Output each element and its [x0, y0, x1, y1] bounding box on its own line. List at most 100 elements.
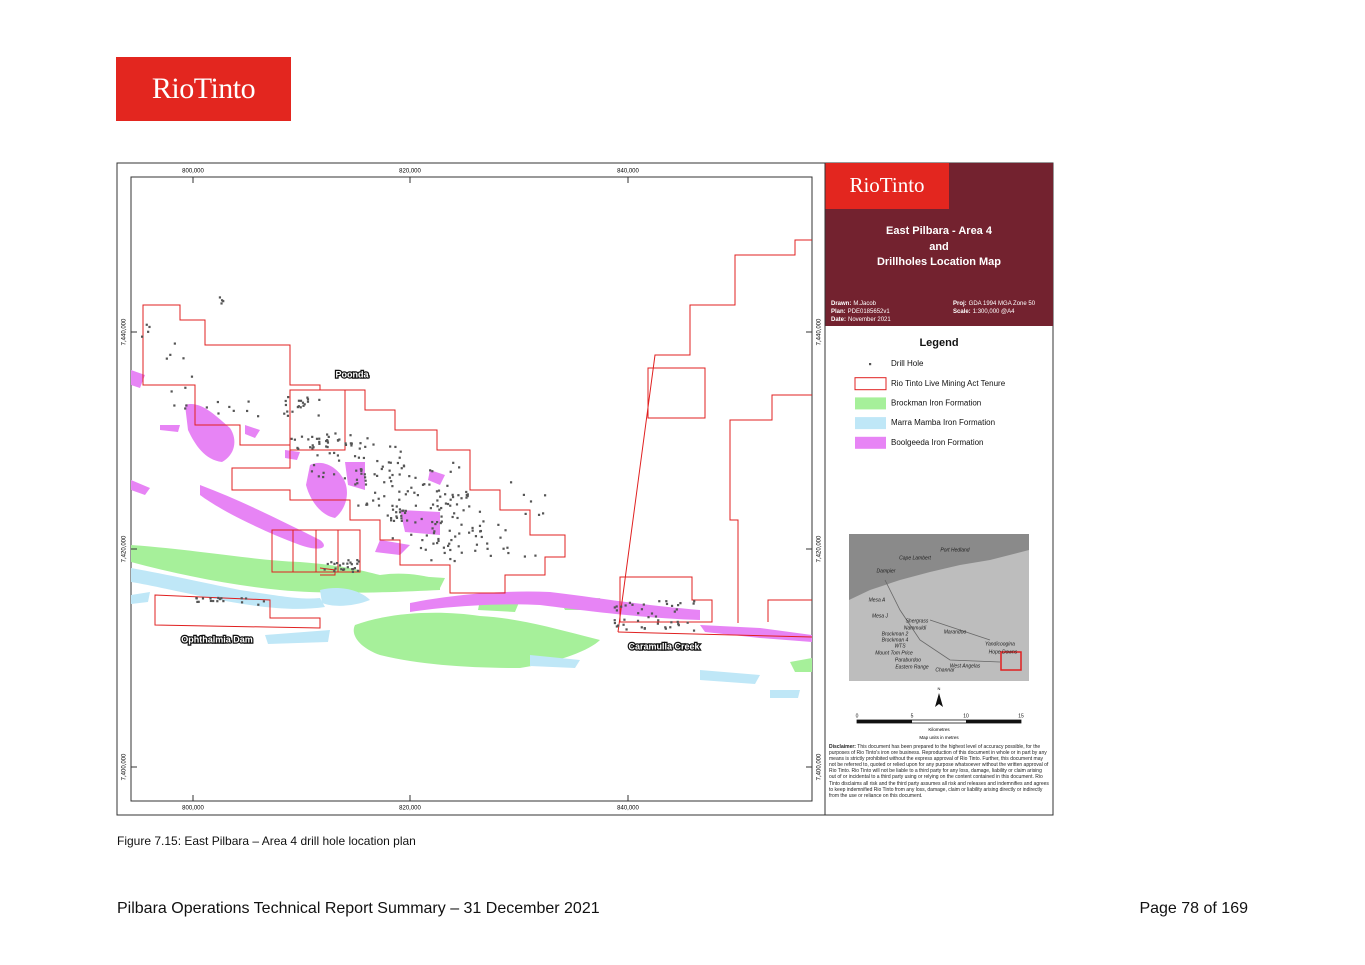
drill-hole: [317, 475, 320, 478]
drill-hole: [506, 546, 509, 549]
drill-hole: [184, 386, 187, 389]
drill-hole: [509, 481, 513, 484]
inset-label: Yandicoogina: [985, 641, 1015, 647]
drill-hole: [398, 473, 401, 476]
drill-hole: [449, 557, 452, 561]
drill-hole: [400, 514, 403, 517]
drill-hole: [257, 415, 260, 418]
drill-hole: [471, 529, 474, 532]
drill-hole: [354, 483, 357, 486]
drill-hole: [356, 562, 359, 565]
map: Poonda Ophthalmia Dam Caramulla Creek 800,…: [122, 169, 823, 812]
drill-hole: [169, 353, 172, 356]
drill-hole: [284, 403, 288, 407]
drill-hole: [286, 410, 289, 413]
drill-hole: [232, 409, 235, 412]
drill-hole: [482, 520, 485, 523]
north-arrow: [935, 693, 943, 707]
x-coord-label: 840,000: [617, 169, 639, 175]
drill-hole: [338, 438, 341, 441]
drill-hole: [360, 469, 363, 472]
drill-hole: [625, 628, 628, 631]
drill-hole: [507, 551, 510, 555]
drill-hole: [336, 454, 339, 457]
drill-hole: [613, 619, 616, 622]
drill-hole: [440, 506, 443, 510]
drill-hole: [679, 602, 682, 605]
drill-hole: [220, 597, 223, 600]
drill-hole: [460, 497, 463, 500]
drill-hole: [380, 467, 383, 471]
drill-hole: [366, 437, 369, 440]
inset-label: Shergrass: [906, 618, 929, 624]
drill-hole: [318, 437, 321, 440]
drill-hole: [424, 548, 427, 551]
drill-hole: [201, 597, 205, 600]
drill-hole: [197, 600, 200, 603]
drill-hole: [675, 608, 678, 611]
drill-hole: [297, 399, 301, 402]
drill-hole: [218, 598, 222, 601]
drill-hole: [457, 545, 460, 548]
drill-hole: [446, 502, 450, 506]
drill-hole: [363, 473, 366, 476]
panel-title: East Pilbara - Area 4: [886, 225, 993, 237]
drill-hole: [306, 398, 310, 401]
info-value: November 2021: [848, 317, 891, 323]
drill-hole: [342, 562, 345, 565]
drill-hole: [290, 437, 293, 440]
drill-hole: [309, 446, 312, 449]
drill-hole: [399, 450, 402, 453]
drill-hole: [499, 536, 502, 539]
drill-hole: [296, 406, 299, 409]
drill-hole: [338, 564, 342, 567]
drill-hole: [398, 456, 401, 459]
drill-hole: [182, 357, 185, 360]
drill-hole: [664, 626, 667, 629]
drill-hole: [212, 599, 215, 603]
drill-hole: [403, 511, 407, 515]
drill-hole: [431, 470, 434, 473]
drill-hole: [624, 604, 627, 607]
drill-hole: [387, 461, 390, 464]
drill-hole: [406, 490, 409, 493]
drill-hole: [222, 300, 225, 303]
info-value: 1:300,000 @A4: [973, 309, 1015, 315]
drill-hole: [440, 515, 443, 518]
inset-sea: [849, 534, 1029, 600]
inset-rail: [884, 579, 1001, 663]
drill-hole: [620, 605, 623, 608]
drill-hole: [299, 406, 302, 409]
drill-hole: [395, 511, 398, 514]
drill-hole: [216, 600, 219, 603]
scale-bar-segment: [966, 720, 1021, 723]
drill-hole: [541, 512, 545, 515]
drill-hole: [287, 396, 290, 399]
drill-hole: [414, 476, 417, 479]
drill-hole: [669, 626, 672, 629]
drill-hole: [173, 404, 176, 407]
drill-hole: [247, 400, 250, 403]
drill-hole: [362, 456, 366, 460]
plan-info: Plan: PDE0185652v1: [831, 309, 890, 315]
drill-hole: [434, 522, 437, 526]
info-label: Scale:: [953, 309, 971, 315]
drill-hole: [400, 517, 403, 520]
drill-hole: [334, 432, 337, 435]
drill-hole: [347, 559, 350, 562]
drill-hole: [408, 475, 411, 478]
drill-hole: [656, 622, 659, 625]
inset-label: Mesa J: [872, 613, 889, 619]
drill-hole: [148, 325, 151, 329]
drill-hole: [443, 551, 446, 555]
drill-hole: [291, 410, 294, 413]
drill-hole: [355, 478, 359, 481]
drill-hole: [676, 620, 679, 623]
drill-hole: [692, 602, 695, 605]
drill-hole: [334, 567, 337, 570]
drill-hole: [465, 496, 468, 499]
drill-hole: [330, 561, 333, 564]
drill-hole: [436, 505, 439, 508]
drill-hole: [356, 569, 360, 572]
